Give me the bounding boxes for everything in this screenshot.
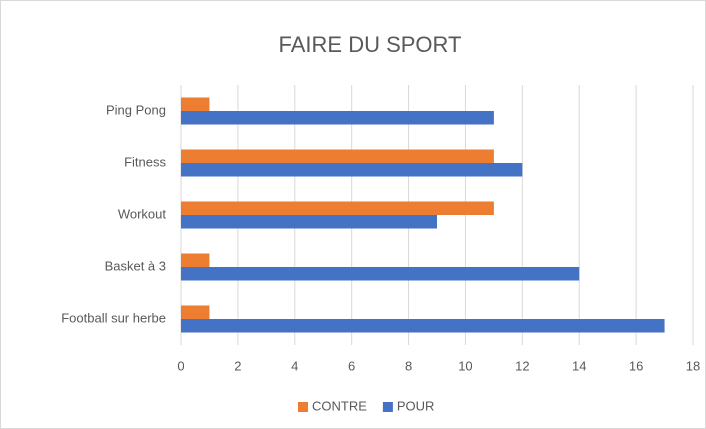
- bar: [181, 111, 494, 125]
- x-tick-label: 0: [177, 358, 184, 373]
- bar: [181, 267, 580, 281]
- chart-title: FAIRE DU SPORT: [279, 32, 462, 57]
- legend-label: POUR: [397, 398, 435, 413]
- x-tick-label: 4: [291, 358, 298, 373]
- x-tick-label: 2: [234, 358, 241, 373]
- x-tick-label: 10: [458, 358, 472, 373]
- y-tick-label: Fitness: [124, 154, 166, 169]
- x-tick-label: 6: [348, 358, 355, 373]
- bar: [181, 163, 523, 177]
- y-tick-label: Basket à 3: [105, 258, 166, 273]
- bar: [181, 253, 210, 267]
- legend-label: CONTRE: [312, 398, 367, 413]
- bar: [181, 305, 210, 319]
- bar: [181, 97, 210, 111]
- bar: [181, 149, 494, 163]
- legend-swatch: [382, 402, 393, 412]
- bar: [181, 215, 437, 229]
- x-tick-label: 18: [686, 358, 700, 373]
- y-tick-label: Football sur herbe: [61, 310, 166, 325]
- y-tick-label: Workout: [118, 206, 167, 221]
- x-tick-label: 12: [515, 358, 529, 373]
- bar: [181, 201, 494, 215]
- bar: [181, 319, 665, 333]
- legend-swatch: [298, 402, 308, 412]
- x-tick-label: 14: [572, 358, 586, 373]
- x-tick-label: 16: [629, 358, 643, 373]
- x-tick-label: 8: [405, 358, 412, 373]
- y-tick-label: Ping Pong: [106, 102, 166, 117]
